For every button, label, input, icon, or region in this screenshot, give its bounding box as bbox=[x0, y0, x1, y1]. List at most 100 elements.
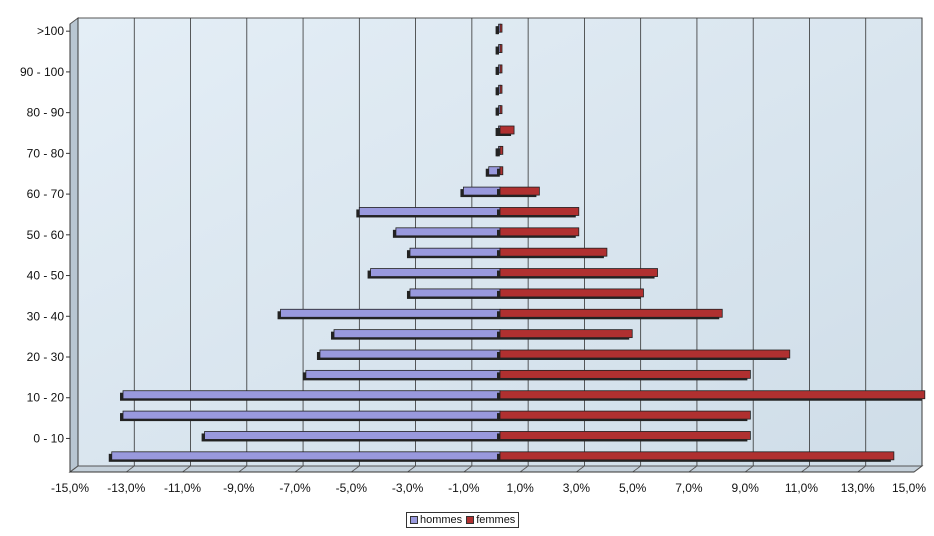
y-tick-label: 50 - 60 bbox=[27, 228, 65, 242]
bar-hommes-12 bbox=[356, 207, 501, 218]
bar-hommes-13 bbox=[460, 186, 501, 198]
gridline-floor bbox=[69, 465, 79, 473]
bar-face-femmes-0 bbox=[499, 451, 895, 461]
bar-depth-hommes-18 bbox=[495, 87, 498, 96]
legend-item-femmes: femmes bbox=[466, 514, 515, 526]
bar-femmes-15 bbox=[497, 145, 504, 157]
bar-femmes-11 bbox=[497, 227, 580, 238]
bar-face-femmes-4 bbox=[499, 369, 751, 379]
x-tick-label: 15,0% bbox=[892, 481, 926, 495]
y-tick-label: 60 - 70 bbox=[27, 187, 65, 201]
bar-face-hommes-10 bbox=[409, 247, 501, 257]
bar-femmes-20 bbox=[497, 44, 503, 55]
x-tick-label: -1,0% bbox=[448, 481, 480, 495]
bar-femmes-4 bbox=[497, 369, 751, 381]
bar-face-femmes-5 bbox=[499, 349, 791, 359]
bar-depth-hommes-19 bbox=[495, 66, 498, 75]
bar-femmes-18 bbox=[497, 84, 503, 96]
bar-face-femmes-7 bbox=[499, 308, 723, 318]
bar-depth-hommes-21 bbox=[495, 26, 498, 35]
bar-femmes-17 bbox=[497, 105, 503, 116]
bar-hommes-2 bbox=[120, 410, 501, 422]
legend-label-femmes: femmes bbox=[476, 514, 516, 526]
gridline-floor bbox=[519, 465, 529, 473]
bar-depth-femmes-14 bbox=[497, 168, 500, 177]
bar-face-hommes-7 bbox=[280, 308, 501, 318]
bars bbox=[108, 23, 926, 462]
bar-femmes-6 bbox=[497, 329, 633, 340]
bar-femmes-14 bbox=[497, 166, 504, 177]
bar-face-femmes-17 bbox=[499, 105, 503, 115]
x-tick-label: 5,0% bbox=[619, 481, 647, 495]
x-tick-label: -13,0% bbox=[107, 481, 145, 495]
bar-depth-hommes-15 bbox=[495, 148, 498, 157]
legend-item-hommes: hommes bbox=[410, 514, 462, 526]
bar-face-femmes-15 bbox=[499, 145, 504, 155]
bar-depth-hommes-20 bbox=[495, 46, 498, 55]
bar-depth-femmes-18 bbox=[497, 87, 499, 96]
bar-face-hommes-9 bbox=[370, 268, 501, 277]
gridline-floor bbox=[632, 465, 641, 473]
gridline-floor bbox=[182, 465, 191, 473]
bar-hommes-10 bbox=[406, 247, 501, 259]
bar-femmes-21 bbox=[497, 23, 503, 35]
y-tick-label: 10 - 20 bbox=[27, 391, 65, 405]
bar-face-hommes-8 bbox=[409, 288, 501, 298]
bar-face-femmes-19 bbox=[499, 64, 503, 74]
bar-femmes-0 bbox=[497, 451, 895, 462]
x-tick-label: -7,0% bbox=[279, 481, 311, 495]
x-tick-label: -3,0% bbox=[392, 481, 424, 495]
bar-face-femmes-12 bbox=[499, 207, 580, 216]
y-tick-label: 70 - 80 bbox=[27, 146, 65, 160]
bar-face-femmes-10 bbox=[499, 247, 608, 257]
plot-area bbox=[68, 17, 924, 473]
legend: hommes femmes bbox=[406, 512, 520, 528]
bar-hommes-7 bbox=[277, 308, 501, 320]
bar-depth-hommes-17 bbox=[495, 107, 498, 116]
bar-face-femmes-6 bbox=[499, 329, 633, 339]
x-tick-label: 9,0% bbox=[732, 481, 760, 495]
bar-face-hommes-1 bbox=[204, 431, 501, 440]
x-axis-labels: -15,0% -13,0% -11,0% -9,0% -7,0% -5,0% -3,0% -1… bbox=[51, 481, 926, 495]
y-tick-label: >100 bbox=[37, 24, 64, 38]
bar-face-femmes-11 bbox=[499, 227, 580, 237]
bar-femmes-3 bbox=[497, 390, 926, 401]
bar-femmes-5 bbox=[497, 349, 791, 360]
y-axis-labels: 0 - 10 10 - 20 20 - 30 30 - 40 40 - 50 50 - 6… bbox=[20, 24, 70, 445]
gridline-floor bbox=[126, 465, 135, 473]
gridline-floor bbox=[294, 465, 304, 473]
bar-face-hommes-0 bbox=[111, 451, 501, 461]
gridline-floor bbox=[857, 465, 866, 473]
population-pyramid-chart: 0 - 10 10 - 20 20 - 30 30 - 40 40 - 50 50 - 6… bbox=[20, 17, 926, 495]
bar-face-hommes-13 bbox=[463, 186, 501, 196]
bar-hommes-11 bbox=[392, 227, 501, 238]
bar-face-femmes-21 bbox=[499, 23, 503, 33]
gridline-floor bbox=[576, 465, 585, 473]
bar-depth-hommes-16 bbox=[495, 128, 498, 136]
bar-face-hommes-4 bbox=[305, 369, 501, 379]
plot-floor bbox=[68, 465, 924, 473]
gridline-floor bbox=[801, 465, 810, 473]
bar-depth-femmes-19 bbox=[497, 66, 499, 75]
bar-femmes-2 bbox=[497, 410, 751, 422]
bar-femmes-7 bbox=[497, 308, 723, 320]
bar-femmes-12 bbox=[497, 207, 580, 218]
plot-side-wall bbox=[69, 17, 79, 473]
y-tick-label: 90 - 100 bbox=[20, 65, 64, 79]
bar-hommes-8 bbox=[406, 288, 501, 299]
bar-hommes-6 bbox=[331, 329, 501, 340]
gridline-floor bbox=[913, 465, 923, 473]
bar-hommes-5 bbox=[316, 349, 501, 360]
bar-hommes-0 bbox=[108, 451, 501, 462]
gridline-floor bbox=[688, 465, 698, 473]
bar-hommes-1 bbox=[201, 431, 501, 442]
bar-face-femmes-9 bbox=[499, 268, 658, 277]
y-tick-label: 0 - 10 bbox=[33, 431, 64, 445]
x-tick-label: 3,0% bbox=[563, 481, 591, 495]
bar-femmes-1 bbox=[497, 431, 751, 442]
y-tick-label: 20 - 30 bbox=[27, 350, 65, 364]
x-tick-label: 7,0% bbox=[675, 481, 703, 495]
bar-face-femmes-1 bbox=[499, 431, 751, 440]
bar-face-femmes-13 bbox=[499, 186, 540, 196]
x-tick-label: 13,0% bbox=[841, 481, 875, 495]
